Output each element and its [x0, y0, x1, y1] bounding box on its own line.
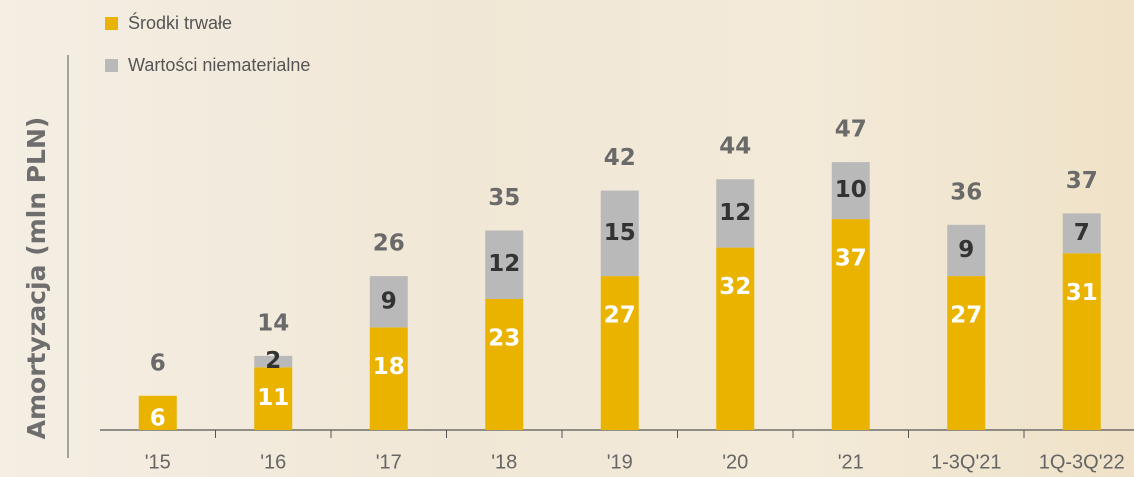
total-label: 35: [488, 185, 520, 211]
value-label: 27: [950, 303, 982, 329]
total-label: 37: [1066, 168, 1098, 194]
value-label: 2: [265, 348, 281, 374]
value-label: 9: [381, 288, 397, 314]
total-label: 26: [373, 231, 405, 257]
legend-swatch: [105, 17, 118, 30]
value-label: 12: [488, 251, 520, 277]
value-label: 32: [719, 274, 751, 300]
x-tick-label: '17: [376, 451, 402, 473]
x-tick-label: 1-3Q'21: [931, 451, 1002, 473]
legend-label: Środki trwałe: [128, 12, 232, 33]
value-label: 27: [604, 303, 636, 329]
value-label: 10: [835, 177, 867, 203]
total-label: 42: [604, 145, 636, 171]
legend-label: Wartości niematerialne: [128, 55, 310, 75]
y-axis-label: Amortyzacja (mln PLN): [22, 117, 51, 440]
bar-segment: [601, 276, 639, 430]
value-label: 23: [488, 325, 520, 351]
value-label: 7: [1074, 220, 1090, 246]
x-tick-label: '15: [145, 451, 171, 473]
chart: Amortyzacja (mln PLN) Środki trwałe Warto…: [0, 0, 1134, 477]
total-label: 14: [257, 310, 289, 336]
x-tick-label: '20: [722, 451, 748, 473]
legend-swatch: [105, 59, 118, 72]
value-label: 11: [257, 385, 289, 411]
bar-segment: [485, 299, 523, 430]
total-label: 44: [719, 134, 751, 160]
total-label: 6: [150, 350, 166, 376]
total-label: 47: [835, 117, 867, 143]
value-label: 31: [1066, 280, 1098, 306]
x-tick-label: '16: [260, 451, 286, 473]
x-tick-label: 1Q-3Q'22: [1039, 451, 1125, 473]
value-label: 6: [150, 405, 166, 431]
x-tick-label: '19: [607, 451, 633, 473]
value-label: 9: [958, 237, 974, 263]
bar-segment: [947, 276, 985, 430]
x-tick-label: '18: [491, 451, 517, 473]
total-label: 36: [950, 179, 982, 205]
value-label: 37: [835, 246, 867, 272]
value-label: 15: [604, 220, 636, 246]
value-label: 12: [719, 200, 751, 226]
x-tick-label: '21: [838, 451, 864, 473]
value-label: 18: [373, 354, 405, 380]
